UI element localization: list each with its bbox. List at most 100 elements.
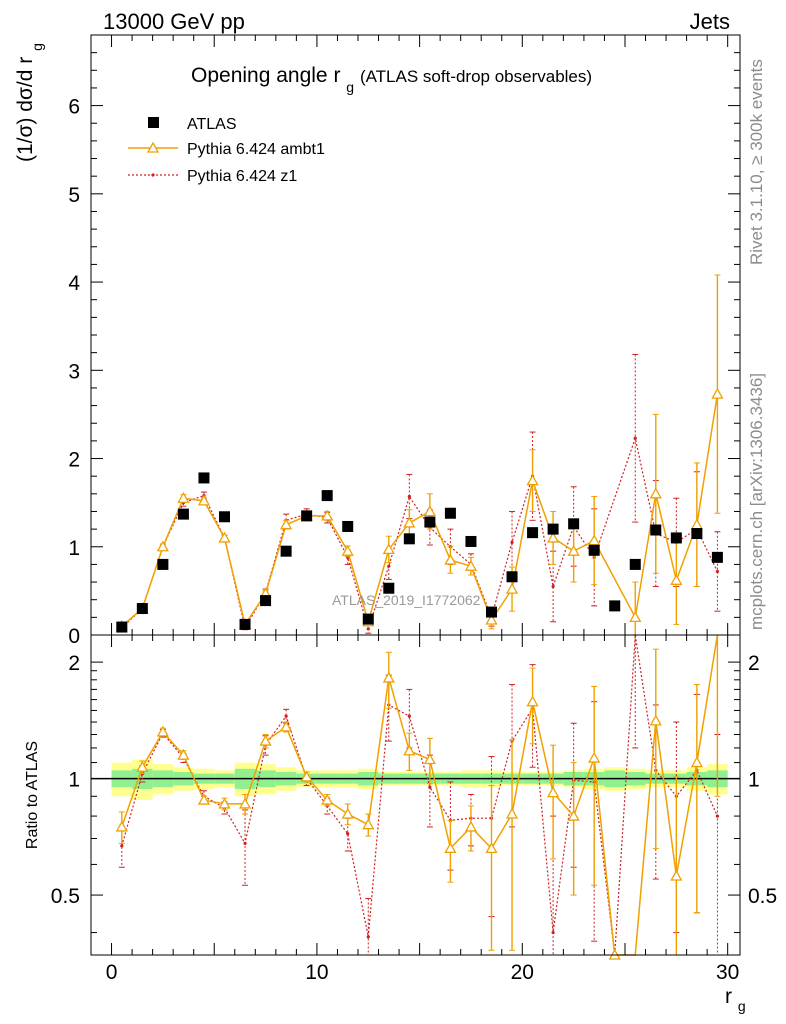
- ratio-z1-point: [715, 814, 720, 818]
- legend-ambt1-label: Pythia 6.424 ambt1: [187, 141, 325, 158]
- atlas-data-point: [568, 518, 580, 530]
- header-left-label: 13000 GeV pp: [103, 9, 245, 34]
- atlas-data-point: [424, 516, 436, 528]
- ratio-y-tick-label-right: 0.5: [748, 885, 777, 908]
- ambt1-point: [711, 387, 724, 399]
- ratio-ambt1-point: [300, 770, 313, 782]
- ratio-y-tick-label: 2: [68, 652, 80, 675]
- ambt1-point: [403, 516, 416, 528]
- main-y-tick-label: 1: [68, 537, 80, 560]
- y-axis-label-sub: g: [29, 43, 45, 51]
- atlas-data-point: [362, 613, 374, 625]
- ratio-ambt1-point: [321, 793, 334, 805]
- main-y-tick-label: 6: [68, 96, 80, 119]
- atlas-data-point: [670, 532, 682, 544]
- ratio-ambt1-point: [136, 760, 149, 772]
- ambt1-point: [670, 573, 683, 585]
- ambt1-point: [567, 544, 580, 556]
- ratio-ambt1-point: [238, 797, 252, 809]
- plot-title: Opening angle r g (ATLAS soft-drop obser…: [191, 64, 592, 97]
- ambt1-point: [444, 553, 457, 565]
- ratio-ambt1-point: [177, 748, 190, 760]
- ratio-ambt1-point: [588, 751, 601, 763]
- ratio-ambt1-point: [362, 818, 375, 830]
- x-tick-label: 30: [716, 961, 739, 984]
- legend-z1-marker: [151, 173, 155, 177]
- atlas-data-point: [321, 490, 333, 502]
- main-y-tick-label: 3: [68, 360, 80, 383]
- x-tick-label: 20: [511, 961, 534, 984]
- ratio-z1-point: [407, 714, 411, 718]
- atlas-data-point: [157, 558, 169, 570]
- ambt1-point: [197, 494, 211, 506]
- ambt1-point: [218, 531, 231, 543]
- ratio-y-tick-label: 1: [68, 769, 80, 792]
- ratio-ambt1-point: [197, 793, 211, 805]
- atlas-data-point: [506, 571, 518, 583]
- legend: ATLAS Pythia 6.424 ambt1 Pythia 6.424 z1: [128, 116, 325, 185]
- atlas-data-point: [403, 533, 415, 545]
- plot-title-main: Opening angle r: [191, 64, 340, 87]
- header-right-label: Jets: [690, 9, 730, 34]
- ambt1-point: [423, 505, 436, 517]
- x-tick-label: 10: [305, 961, 328, 984]
- z1-point: [633, 436, 637, 440]
- z1-point: [387, 564, 391, 568]
- ratio-ambt1-point: [505, 807, 519, 819]
- ratio-ambt1-point: [464, 820, 478, 832]
- ratio-ambt1-point: [546, 786, 560, 798]
- z1-point: [510, 540, 514, 544]
- ambt1-point: [526, 474, 539, 486]
- ambt1-point: [629, 611, 642, 623]
- ratio-y-tick-label-right: 2: [748, 652, 760, 675]
- ratio-ambt1-point: [485, 842, 498, 854]
- y-axis-label: (1/σ) dσ/d r g: [14, 43, 45, 162]
- atlas-data-point: [383, 582, 395, 594]
- atlas-data-point: [177, 508, 189, 520]
- axes-group: 0 1 2 3 4 5 6 0 10 20 30 0.5 0.5 1 1 2 2: [51, 35, 777, 984]
- ratio-z1-point: [428, 785, 432, 789]
- ambt1-point: [690, 518, 703, 530]
- ratio-ambt1-point: [115, 820, 128, 832]
- ratio-ambt1-point: [156, 725, 169, 737]
- atlas-data-point: [691, 528, 703, 540]
- legend-ambt1-marker: [146, 141, 160, 153]
- x-tick-label: 0: [106, 961, 118, 984]
- ratio-ambt1-point: [670, 869, 683, 881]
- ratio-ambt1-line: [121, 634, 719, 956]
- mcplots-reference-label: mcplots.cern.ch [arXiv:1306.3436]: [747, 373, 766, 630]
- main-y-tick-label: 2: [68, 449, 80, 472]
- ambt1-point: [464, 559, 478, 571]
- main-y-tick-label: 5: [68, 184, 80, 207]
- ratio-ambt1-point: [218, 797, 231, 809]
- main-y-tick-label: 4: [68, 272, 80, 295]
- ambt1-point: [546, 531, 560, 543]
- legend-z1-label: Pythia 6.424 z1: [187, 168, 297, 185]
- ratio-z1-point: [243, 841, 247, 845]
- z1-point: [407, 494, 411, 499]
- z1-point: [715, 569, 720, 574]
- x-axis-label-main: r: [725, 985, 732, 1008]
- atlas-data-point: [218, 511, 230, 523]
- atlas-data-point: [650, 524, 662, 536]
- ratio-series-group: [115, 634, 721, 960]
- ratio-plot-frame: [90, 634, 741, 956]
- ratio-z1-point: [284, 714, 288, 718]
- ambt1-point: [177, 491, 190, 503]
- ambt1-point: [588, 534, 601, 546]
- ratio-ambt1-point: [403, 744, 416, 756]
- ratio-ambt1-point: [382, 671, 395, 683]
- atlas-data-point: [116, 621, 128, 633]
- atlas-data-point: [301, 510, 313, 522]
- atlas-data-point: [711, 551, 723, 563]
- ambt1-point: [485, 613, 498, 625]
- ambt1-point: [505, 582, 519, 594]
- atlas-data-point: [609, 600, 621, 612]
- legend-atlas-marker: [148, 117, 159, 128]
- y-axis-label-main: (1/σ) dσ/d r: [14, 57, 37, 162]
- analysis-watermark: ATLAS_2019_I1772062: [332, 592, 481, 608]
- ambt1-point: [280, 518, 293, 530]
- ambt1-point: [649, 487, 662, 499]
- atlas-data-point: [280, 545, 292, 557]
